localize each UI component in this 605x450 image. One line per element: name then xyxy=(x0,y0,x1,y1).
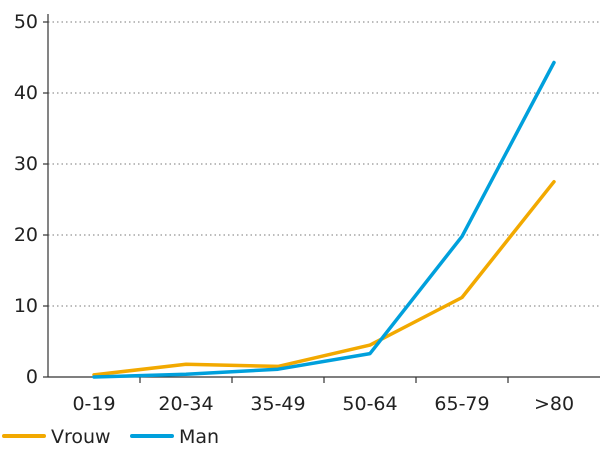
legend: Vrouw Man xyxy=(4,426,219,446)
y-tick-label: 30 xyxy=(14,153,38,175)
legend-label-vrouw: Vrouw xyxy=(51,426,111,446)
x-tick-label: 50-64 xyxy=(342,393,397,415)
series-line-man xyxy=(94,63,554,378)
axes xyxy=(43,14,600,383)
y-tick-label: 20 xyxy=(14,224,38,246)
series-line-vrouw xyxy=(94,182,554,375)
y-tick-label: 10 xyxy=(14,295,38,317)
legend-label-man: Man xyxy=(179,426,219,446)
y-tick-label: 40 xyxy=(14,82,38,104)
tick-labels: 0 10 20 30 40 50 0-19 20-34 35-49 50-64 65-79 >80 xyxy=(14,11,574,415)
gridlines xyxy=(48,22,600,306)
x-tick-label: 35-49 xyxy=(250,393,305,415)
y-tick-label: 0 xyxy=(26,366,38,388)
x-tick-label: >80 xyxy=(534,393,574,415)
y-tick-label: 50 xyxy=(14,11,38,33)
x-tick-label: 0-19 xyxy=(72,393,115,415)
x-tick-label: 20-34 xyxy=(158,393,213,415)
x-tick-label: 65-79 xyxy=(434,393,489,415)
series-lines xyxy=(94,62,554,377)
